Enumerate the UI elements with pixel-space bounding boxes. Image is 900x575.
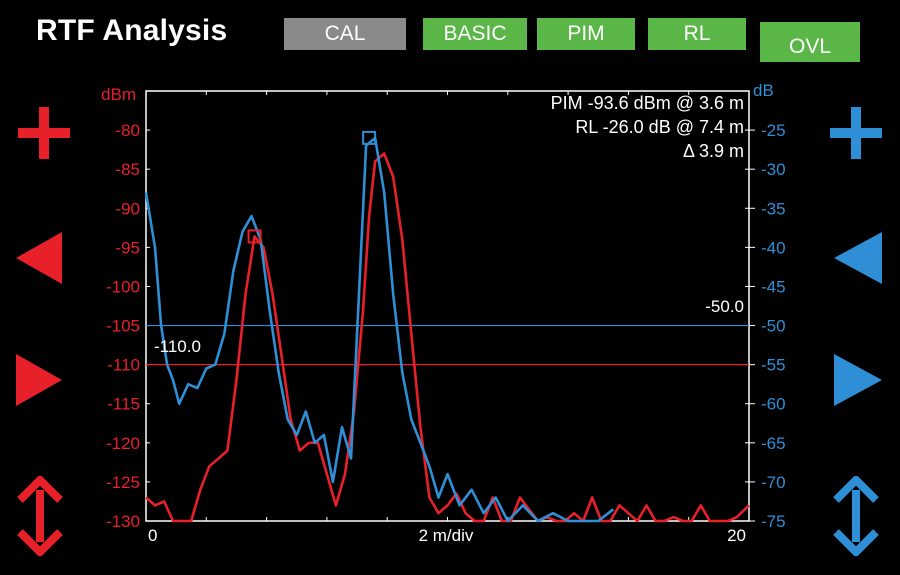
arrow-right-icon [16, 354, 62, 406]
readout-rl: RL -26.0 dB @ 7.4 m [575, 117, 744, 137]
rl-limit-label: -50.0 [705, 297, 744, 316]
right-axis-unit: dB [753, 81, 774, 100]
right-axis-tick-label: -55 [761, 356, 786, 375]
right-scroll-left-button[interactable] [830, 228, 890, 288]
plus-icon [18, 107, 70, 159]
readout-delta: Δ 3.9 m [683, 141, 744, 161]
left-axis-tick-label: -85 [115, 160, 140, 179]
readout-pim: PIM -93.6 dBm @ 3.6 m [551, 93, 744, 113]
left-axis-tick-label: -80 [115, 121, 140, 140]
x-tick-label: 20 [727, 526, 746, 545]
right-axis-tick-label: -65 [761, 434, 786, 453]
basic-button[interactable]: BASIC [423, 18, 527, 50]
cal-button[interactable]: CAL [284, 18, 406, 50]
rl-button[interactable]: RL [648, 18, 746, 50]
left-scroll-right-button[interactable] [14, 350, 74, 410]
pim-trace [145, 152, 750, 523]
pim-limit-label: -110.0 [154, 337, 201, 356]
left-axis-tick-label: -105 [106, 317, 140, 336]
pim-button[interactable]: PIM [537, 18, 635, 50]
left-axis-tick-label: -100 [106, 277, 140, 296]
updown-arrow-icon [833, 476, 879, 556]
right-axis-tick-label: -45 [761, 277, 786, 296]
pim-peak-marker [247, 229, 262, 244]
right-axis-tick-label: -70 [761, 473, 786, 492]
left-axis-tick-label: -120 [106, 434, 140, 453]
right-axis-tick-label: -50 [761, 317, 786, 336]
page-title: RTF Analysis [36, 14, 228, 47]
ovl-button[interactable]: OVL [760, 22, 860, 62]
right-axis-tick-label: -30 [761, 160, 786, 179]
left-axis-tick-label: -115 [107, 395, 140, 414]
left-axis-tick-label: -90 [115, 199, 140, 218]
left-axis-tick-label: -110 [107, 356, 140, 375]
left-plus-button[interactable] [14, 104, 74, 164]
right-plus-button[interactable] [826, 104, 886, 164]
left-axis-unit: dBm [101, 85, 136, 104]
arrow-right-icon [834, 354, 882, 406]
left-axis-tick-label: -130 [106, 512, 140, 531]
right-axis-tick-label: -25 [761, 121, 786, 140]
arrow-left-icon [16, 232, 62, 284]
rl-trace [144, 136, 615, 523]
arrow-left-icon [834, 232, 882, 284]
plus-icon [830, 107, 882, 159]
right-axis-tick-label: -60 [761, 395, 786, 414]
right-axis-tick-label: -35 [761, 199, 786, 218]
left-scroll-left-button[interactable] [14, 228, 74, 288]
rl-peak-marker [362, 130, 377, 145]
plot-frame [145, 90, 750, 522]
right-scale-button[interactable] [826, 476, 886, 556]
updown-arrow-icon [17, 476, 63, 556]
x-axis-unit: 2 m/div [419, 526, 474, 545]
left-axis-tick-label: -125 [106, 473, 140, 492]
x-tick-label: 0 [148, 526, 157, 545]
right-axis-tick-label: -40 [761, 238, 786, 257]
left-axis-tick-label: -95 [115, 238, 140, 257]
right-scroll-right-button[interactable] [830, 350, 890, 410]
left-scale-button[interactable] [10, 476, 70, 556]
right-axis-tick-label: -75 [761, 512, 786, 531]
